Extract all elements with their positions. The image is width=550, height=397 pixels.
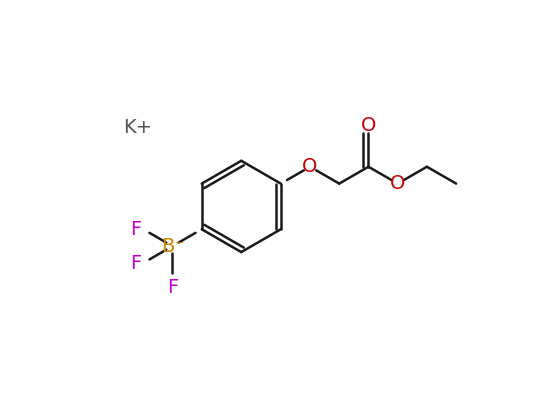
Text: F: F <box>130 220 142 239</box>
Text: K+: K+ <box>123 118 152 137</box>
Text: B⁻: B⁻ <box>161 237 184 256</box>
Text: F: F <box>167 278 178 297</box>
Text: O: O <box>390 174 405 193</box>
Text: F: F <box>130 254 142 272</box>
Text: O: O <box>302 157 318 176</box>
Text: O: O <box>361 116 376 135</box>
